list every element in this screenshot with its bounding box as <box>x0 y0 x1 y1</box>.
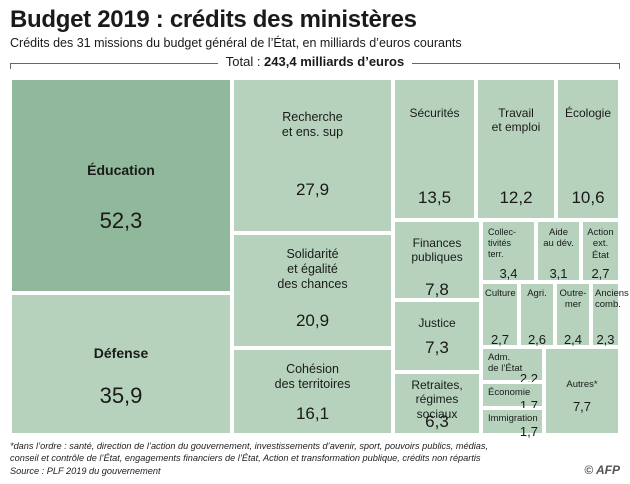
treemap-cell-value: 2,3 <box>596 332 615 347</box>
treemap-cell: Éducation 52,3 <box>10 78 232 293</box>
treemap-cell: Adm. de l’État 2,2 <box>481 347 544 386</box>
treemap-cell: Agri. 2,6 <box>519 282 555 347</box>
chart-title: Budget 2019 : crédits des ministères <box>10 6 417 33</box>
treemap-cell: Travail et emploi 12,2 <box>476 78 556 220</box>
treemap-cell: Autres* 7,7 <box>544 347 620 435</box>
treemap-cell-value: 2,6 <box>527 332 547 347</box>
treemap-cell: Immigration 1,7 <box>481 408 544 439</box>
treemap-cell-label: Éducation <box>87 162 155 178</box>
treemap-cell-label: Travail et emploi <box>491 106 541 135</box>
treemap-cell: Recherche et ens. sup 27,9 <box>232 78 393 233</box>
treemap-cell-label: Collec-tivités terr. <box>488 227 517 259</box>
treemap-cell-value: 6,3 <box>425 412 449 431</box>
treemap-cell-label: Écologie <box>564 106 612 120</box>
treemap-cell-value: 35,9 <box>99 383 143 408</box>
treemap-cell-label: Culture <box>485 288 516 299</box>
treemap-cell-label: Anciens comb. <box>595 288 629 311</box>
treemap-cell-label: Outre-mer <box>559 288 587 311</box>
treemap-cell-label: Économie <box>488 387 531 398</box>
treemap-cell-value: 10,6 <box>571 188 605 207</box>
treemap-cell-label: Sécurités <box>409 106 460 120</box>
treemap-cell: Finances publiques 7,8 <box>393 220 481 300</box>
treemap-cell: Action ext. État 2,7 <box>581 220 620 282</box>
treemap-cell-label: Justice <box>418 316 456 330</box>
treemap-cell-value: 52,3 <box>99 208 143 233</box>
treemap-cell-value: 7,7 <box>572 399 592 414</box>
treemap-cell-label: Finances publiques <box>411 236 463 265</box>
treemap-cell-value: 3,4 <box>499 266 518 281</box>
chart-subtitle: Crédits des 31 missions du budget généra… <box>10 36 462 50</box>
treemap-cell-value: 20,9 <box>295 311 330 330</box>
treemap-cell: Outre-mer 2,4 <box>555 282 591 347</box>
treemap-cell-value: 13,5 <box>417 188 452 207</box>
treemap-cell: Solidarité et égalité des chances 20,9 <box>232 233 393 348</box>
treemap-cell: Culture 2,7 <box>481 282 519 347</box>
treemap-cell-value: 3,1 <box>549 266 568 281</box>
treemap-cell: Anciens comb. 2,3 <box>591 282 629 347</box>
treemap-cell-value: 7,3 <box>425 338 449 357</box>
treemap-cell: Retraites, régimes sociaux 6,3 <box>393 372 481 435</box>
treemap-cell-value: 16,1 <box>295 404 330 423</box>
treemap-cell-label: Recherche et ens. sup <box>281 110 344 139</box>
treemap-cell-label: Retraites, régimes sociaux <box>411 378 463 421</box>
treemap-cell: Écologie 10,6 <box>556 78 620 220</box>
total-value: 243,4 milliards d’euros <box>264 54 405 69</box>
total-label: Total : 243,4 milliards d’euros <box>0 54 630 69</box>
treemap-cell-label: Adm. de l’État <box>488 352 523 375</box>
treemap-cell-label: Défense <box>93 345 149 361</box>
treemap-cell-label: Action ext. État <box>587 227 614 261</box>
treemap-cell: Cohésion des territoires 16,1 <box>232 348 393 435</box>
footnote-line-1: *dans l’ordre : santé, direction de l’ac… <box>10 441 489 451</box>
treemap-cell-value: 12,2 <box>499 188 533 207</box>
treemap-cell-label: Solidarité et égalité des chances <box>277 247 348 291</box>
treemap-cell-value: 27,9 <box>295 180 330 199</box>
treemap-cell-label: Aide au dév. <box>543 227 574 250</box>
treemap-cell: Justice 7,3 <box>393 300 481 372</box>
treemap-cell-value: 2,7 <box>591 266 610 281</box>
treemap-cell-label: Autres* <box>566 379 598 390</box>
treemap-cell-label: Agri. <box>527 288 547 299</box>
total-bracket-right-tick <box>619 63 620 69</box>
treemap-cell-value: 1,7 <box>519 424 538 439</box>
treemap-cell: Aide au dév. 3,1 <box>536 220 581 282</box>
afp-credit: © AFP <box>584 463 620 477</box>
treemap-cell: Sécurités 13,5 <box>393 78 476 220</box>
treemap-cell-label: Immigration <box>488 413 538 424</box>
treemap-cell-value: 2,7 <box>490 332 510 347</box>
treemap-cell-label: Cohésion des territoires <box>274 362 351 391</box>
treemap-cell: Défense 35,9 <box>10 293 232 435</box>
treemap-cell-value: 7,8 <box>425 280 449 299</box>
total-prefix: Total : <box>225 54 265 69</box>
total-bracket-left-tick <box>10 63 11 69</box>
treemap-cell: Économie 1,7 <box>481 382 544 413</box>
footnote: *dans l’ordre : santé, direction de l’ac… <box>10 441 570 464</box>
treemap-cell-value: 2,4 <box>563 332 583 347</box>
treemap-cell: Collec-tivités terr. 3,4 <box>481 220 536 282</box>
footnote-line-2: conseil et contrôle de l’État, engagemen… <box>10 452 481 463</box>
source-note: Source : PLF 2019 du gouvernement <box>10 466 161 476</box>
